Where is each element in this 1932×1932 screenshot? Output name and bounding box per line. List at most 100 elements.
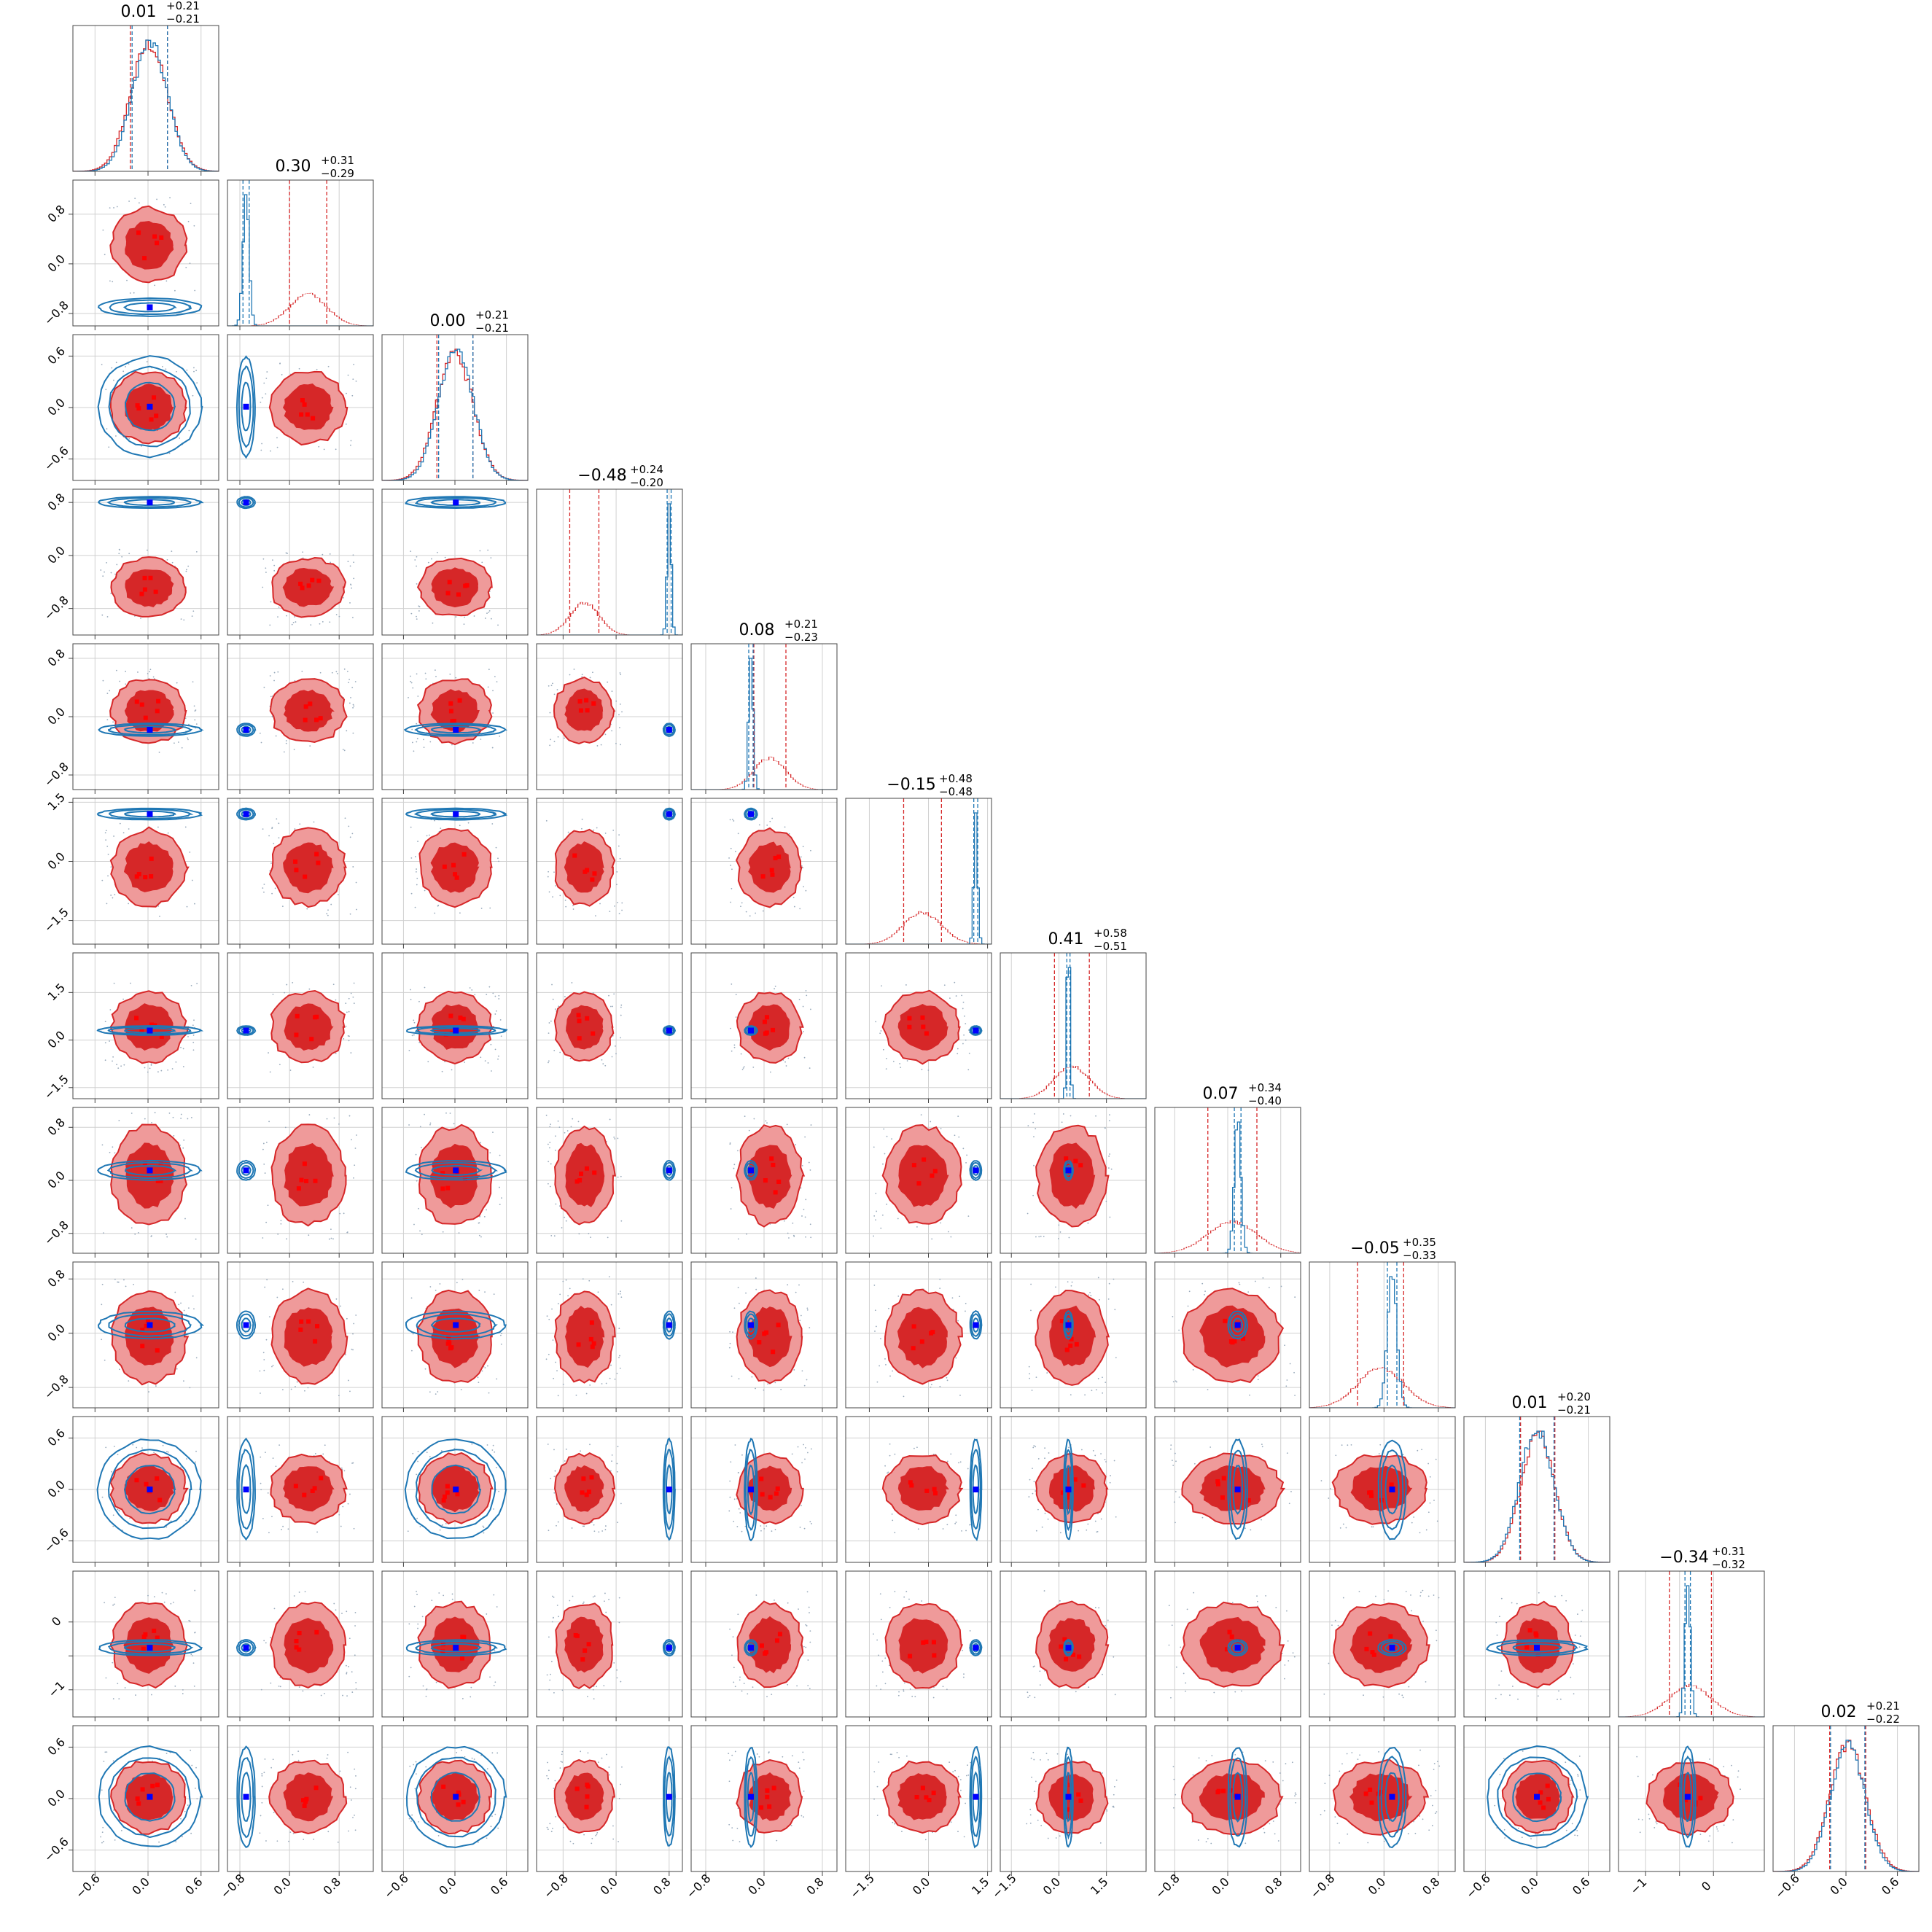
red-sample-marker [590, 877, 595, 882]
blue-true-marker [666, 1027, 672, 1034]
scatter-point [1029, 1377, 1030, 1379]
scatter-point [883, 1128, 885, 1130]
scatter-point [550, 1123, 551, 1126]
scatter-point [1538, 1592, 1540, 1594]
scatter-point [114, 894, 116, 896]
scatter-point [908, 1598, 910, 1600]
scatter-point [1075, 1691, 1077, 1693]
panel-frame [845, 1416, 992, 1563]
scatter-point [1115, 1357, 1117, 1359]
scatter-point [611, 730, 612, 732]
red-sample-marker [922, 1157, 927, 1162]
scatter-point [110, 866, 112, 868]
scatter-point [1328, 1662, 1330, 1664]
scatter-point [260, 1456, 262, 1458]
scatter-point [733, 1044, 736, 1046]
scatter-point [417, 841, 418, 842]
scatter-point [268, 1316, 270, 1318]
scatter-point [164, 206, 166, 208]
scatter-point [1239, 1283, 1241, 1285]
scatter-point [793, 1369, 795, 1371]
scatter-point [481, 561, 483, 564]
blue-contour-0 [747, 1643, 755, 1653]
blue-contour-2 [235, 1310, 257, 1340]
scatter-point [611, 1454, 613, 1456]
scatter-point [956, 1619, 958, 1621]
scatter-point [113, 207, 114, 209]
scatter-point [1509, 1694, 1511, 1697]
scatter-point [276, 1296, 278, 1298]
scatter-point [176, 1368, 178, 1370]
blue-contour-1 [663, 1640, 675, 1655]
blue-contour-0 [241, 1643, 252, 1653]
blue-histogram [1619, 1585, 1764, 1717]
scatter-point [109, 280, 111, 282]
scatter-point [109, 690, 111, 692]
scatter-point [306, 908, 308, 910]
scatter-point [1032, 1492, 1034, 1495]
scatter-point [352, 1349, 354, 1351]
panel-10-0: −10 [45, 1570, 219, 1721]
scatter-point [100, 569, 102, 571]
scatter-point [195, 1461, 196, 1463]
red-sample-marker [909, 1483, 914, 1488]
scatter-point [352, 554, 354, 556]
scatter-point [1032, 1446, 1035, 1449]
scatter-point [166, 1236, 168, 1238]
scatter-point [787, 1057, 790, 1059]
scatter-point [774, 1382, 776, 1384]
scatter-point [262, 1142, 265, 1145]
scatter-point [1108, 1282, 1110, 1285]
scatter-point [1173, 1501, 1175, 1503]
scatter-point [909, 1688, 911, 1690]
scatter-point [1034, 1697, 1036, 1699]
scatter-point [171, 1068, 174, 1070]
scatter-point [874, 1309, 876, 1312]
scatter-point [879, 1032, 881, 1035]
scatter-point [613, 993, 615, 995]
scatter-point [299, 823, 301, 825]
red-sample-marker [760, 1492, 765, 1497]
scatter-point [417, 696, 419, 697]
scatter-point [277, 616, 278, 618]
scatter-point [442, 1231, 444, 1233]
scatter-point [965, 1023, 967, 1025]
scatter-point [260, 1815, 262, 1817]
scatter-point [491, 1449, 494, 1451]
scatter-point [793, 905, 795, 908]
scatter-point [618, 1328, 620, 1329]
scatter-point [296, 1381, 298, 1383]
scatter-point [293, 749, 295, 750]
scatter-point [157, 1071, 159, 1073]
red-sample-marker [1241, 1336, 1246, 1341]
scatter-point [1070, 1115, 1072, 1117]
scatter-point [787, 1602, 789, 1604]
scatter-point [1358, 1591, 1360, 1592]
red-sample-marker [768, 1495, 773, 1500]
scatter-point [140, 445, 142, 447]
scatter-point [417, 1627, 418, 1629]
scatter-point [162, 1444, 164, 1446]
red-sample-marker [932, 1653, 937, 1658]
param-title-plus-10: +0.31 [1712, 1545, 1745, 1558]
scatter-point [110, 593, 112, 595]
scatter-point [262, 1148, 264, 1150]
red-contour-inner [564, 1306, 605, 1368]
scatter-point [618, 1293, 620, 1295]
scatter-point [548, 1636, 550, 1638]
scatter-point [743, 1683, 745, 1685]
red-sample-marker [763, 1178, 768, 1183]
scatter-point [313, 1838, 315, 1840]
red-contour-inner [430, 842, 480, 893]
scatter-point [298, 1686, 300, 1688]
blue-contour-1 [1064, 1161, 1073, 1180]
scatter-point [1257, 1375, 1259, 1377]
scatter-point [453, 1123, 455, 1125]
y-tick-label: −0.8 [42, 1372, 71, 1402]
scatter-point [259, 732, 261, 734]
panel-frame [1618, 1570, 1765, 1718]
blue-contour-2 [98, 1745, 203, 1847]
blue-contour-0 [241, 1463, 252, 1514]
scatter-point [1046, 1372, 1048, 1374]
scatter-point [451, 744, 453, 746]
